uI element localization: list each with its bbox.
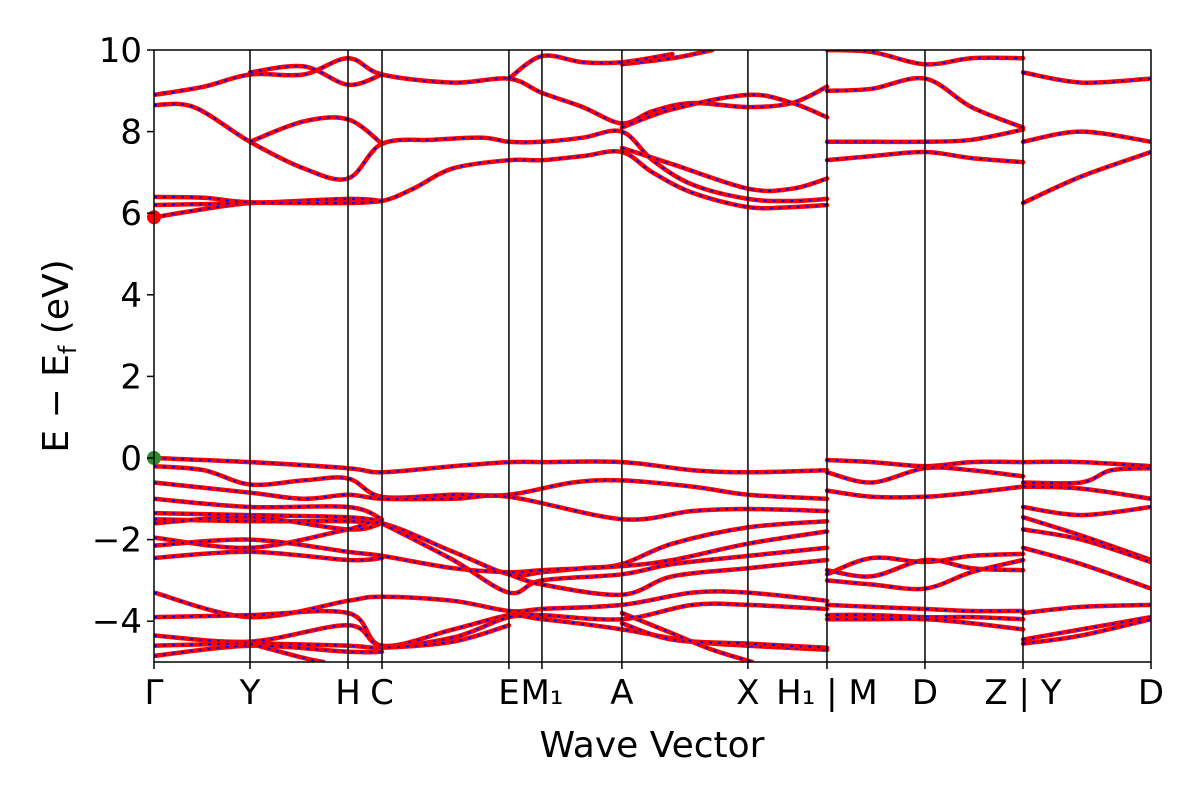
y-tick-label: −4 (92, 602, 142, 642)
band-line-dashed-19 (154, 465, 828, 500)
band-line-dashed-15 (1022, 151, 1151, 204)
y-tick-label: −2 (92, 521, 142, 561)
x-tick-label: Γ (145, 673, 164, 713)
band-line-4 (154, 55, 830, 126)
band-line-dashed-43 (826, 559, 1024, 591)
band-line-16 (1020, 129, 1151, 145)
band-line-dashed-44 (826, 603, 1024, 613)
band-line-dashed-38 (826, 459, 1024, 468)
band-line-dashed-1 (154, 197, 383, 206)
x-tick-label: E (498, 673, 519, 713)
band-line-20 (154, 480, 830, 522)
y-axis-ticks: −4 −2 0 2 4 6 8 10 (92, 31, 154, 642)
band-line-49 (1020, 484, 1151, 502)
band-line-10 (506, 51, 675, 81)
x-tick-label: C (370, 673, 394, 713)
band-line-28 (379, 521, 830, 596)
x-tick-label: Y (239, 673, 261, 713)
band-line-17 (1020, 70, 1151, 86)
band-line-47 (1020, 459, 1151, 469)
plot-area (154, 50, 1151, 662)
band-line-18 (154, 455, 830, 475)
band-line-35 (619, 620, 830, 650)
x-tick-label: H₁ | M (776, 673, 878, 713)
band-line-36 (619, 610, 755, 662)
band-line-dashed-4 (154, 57, 828, 125)
band-line-dashed-29 (508, 559, 828, 596)
band-line-56 (1020, 616, 1151, 646)
band-line-dashed-48 (1022, 467, 1151, 485)
y-tick-label: 10 (99, 31, 142, 71)
band-line-5 (247, 115, 385, 147)
band-line-dashed-10 (508, 53, 673, 80)
band-line-dashed-22 (154, 512, 383, 523)
band-line-50 (1020, 504, 1151, 518)
x-tick-label: Z | Y (984, 673, 1061, 713)
band-line-dashed-30 (154, 590, 828, 619)
band-line-dashed-21 (154, 497, 383, 521)
kpoint-divider-lines (249, 50, 1024, 662)
band-line-dashed-33 (154, 624, 510, 649)
band-line-54 (1020, 602, 1151, 616)
band-line-52 (1020, 527, 1151, 565)
band-line-15 (1020, 149, 1151, 206)
band-line-dashed-8 (621, 146, 828, 192)
band-line-dashed-45 (826, 613, 1024, 621)
y-axis-label: E − Ef (eV) (36, 259, 82, 452)
band-line-dashed-7 (621, 93, 828, 129)
band-line-dashed-5 (249, 116, 383, 145)
x-tick-label: D (912, 673, 938, 713)
x-tick-label: D (1138, 673, 1164, 713)
band-line-dashed-34 (154, 644, 383, 657)
y-tick-label: 8 (120, 113, 142, 153)
plot-frame (153, 49, 1152, 663)
band-line-dashed-46 (826, 617, 1024, 631)
x-tick-label: M₁ (520, 673, 563, 713)
y-tick-label: 0 (120, 439, 142, 479)
band-line-dashed-3 (154, 102, 828, 203)
x-axis-label: Wave Vector (540, 725, 765, 766)
x-axis-ticks: Γ Y H C E M₁ A X H₁ | M D Z | Y D (145, 662, 1164, 713)
band-line-dashed-53 (1022, 546, 1151, 590)
band-line-8 (619, 145, 830, 194)
y-tick-label: 2 (120, 357, 142, 397)
band-line-dashed-27 (154, 550, 383, 562)
x-tick-label: X (736, 673, 759, 713)
x-tick-label: H (335, 673, 361, 713)
band-line-6 (247, 63, 385, 87)
band-line-dashed-12 (826, 150, 1024, 164)
band-line-dashed-2 (154, 195, 383, 205)
y-tick-label: 4 (120, 276, 142, 316)
band-line-3 (154, 101, 830, 204)
x-tick-label: A (610, 673, 633, 713)
band-line-55 (1020, 614, 1151, 642)
band-line-dashed-25 (154, 520, 828, 577)
band-line-dashed-24 (154, 516, 383, 531)
band-line-dashed-11 (827, 128, 1024, 143)
y-tick-label: 6 (120, 194, 142, 234)
